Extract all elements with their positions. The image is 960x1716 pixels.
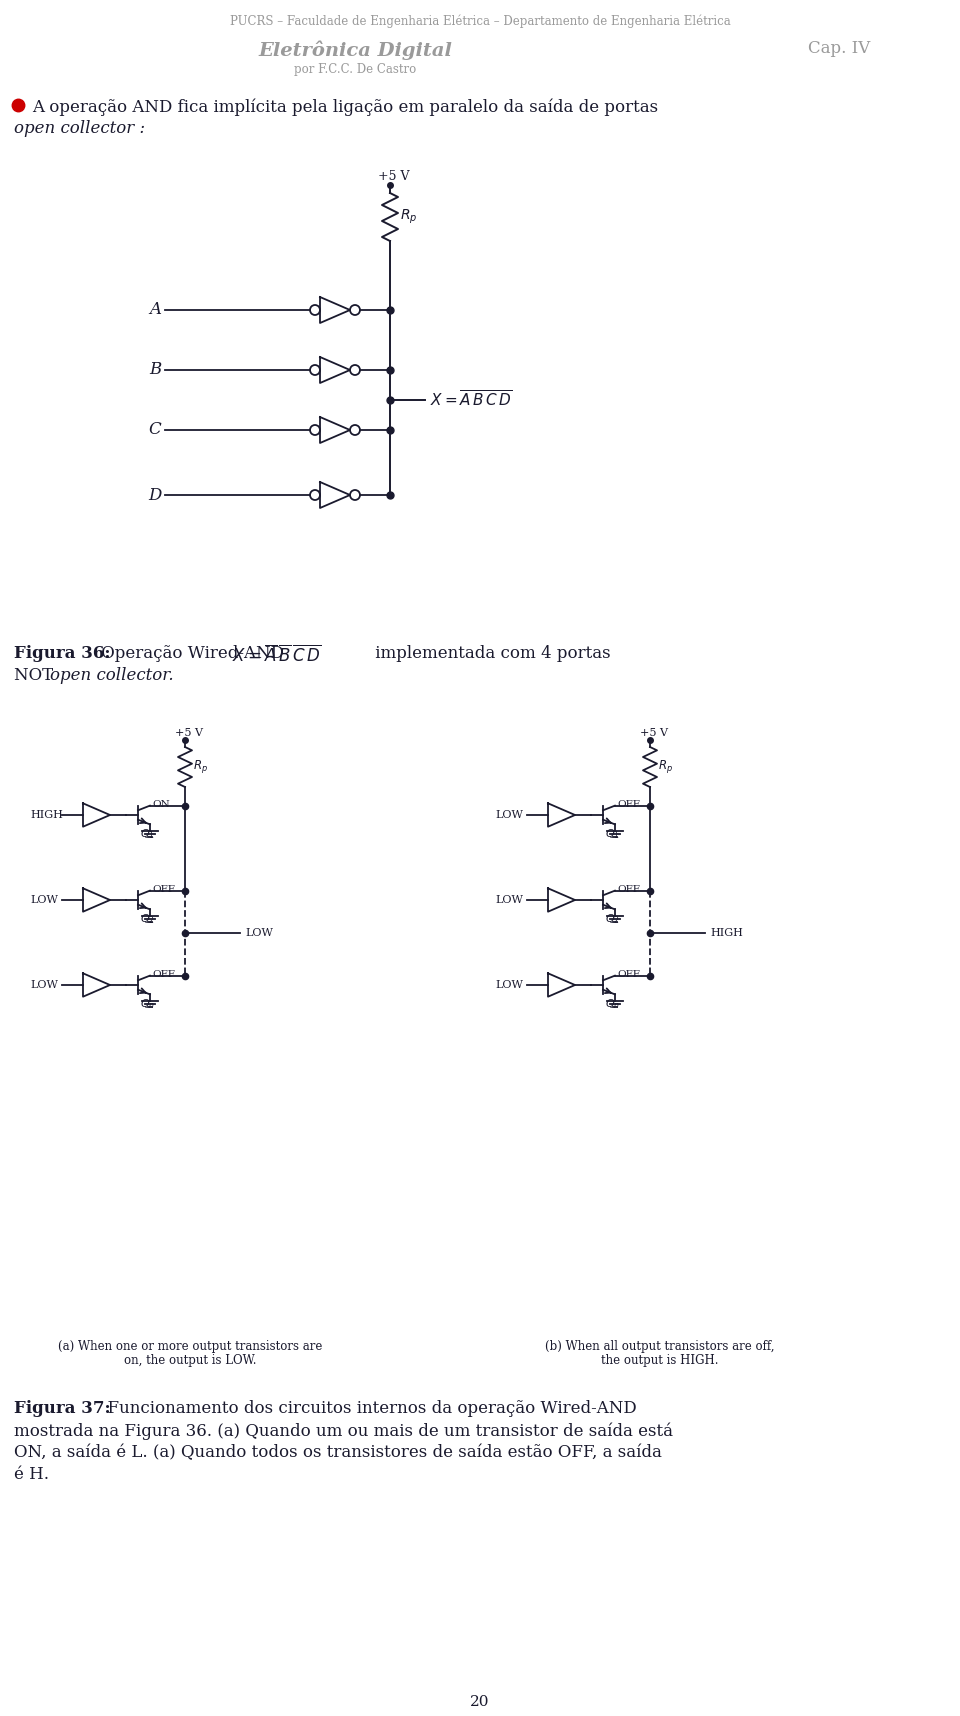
Text: NOT: NOT — [14, 668, 59, 685]
Text: (a) When one or more output transistors are: (a) When one or more output transistors … — [58, 1340, 323, 1352]
Text: implementada com 4 portas: implementada com 4 portas — [370, 645, 611, 662]
Text: HIGH: HIGH — [30, 810, 62, 820]
Text: ON, a saída é L. (a) Quando todos os transistores de saída estão OFF, a saída: ON, a saída é L. (a) Quando todos os tra… — [14, 1443, 661, 1460]
Text: $Q_1$: $Q_1$ — [605, 827, 620, 841]
Text: $Q_n$: $Q_n$ — [605, 997, 620, 1011]
Text: ON: ON — [152, 800, 170, 810]
Text: Figura 37:: Figura 37: — [14, 1400, 110, 1417]
Text: $Q_1$: $Q_1$ — [140, 827, 155, 841]
Text: $R_p$: $R_p$ — [400, 208, 418, 227]
Text: Funcionamento dos circuitos internos da operação Wired-AND: Funcionamento dos circuitos internos da … — [97, 1400, 636, 1417]
Text: por F.C.C. De Castro: por F.C.C. De Castro — [294, 63, 416, 76]
Text: $Q_2$: $Q_2$ — [140, 913, 155, 927]
Text: Figura 36:: Figura 36: — [14, 645, 110, 662]
Text: LOW: LOW — [30, 980, 58, 990]
Text: LOW: LOW — [495, 896, 523, 904]
Text: PUCRS – Faculdade de Engenharia Elétrica – Departamento de Engenharia Elétrica: PUCRS – Faculdade de Engenharia Elétrica… — [229, 15, 731, 29]
Text: mostrada na Figura 36. (a) Quando um ou mais de um transistor de saída está: mostrada na Figura 36. (a) Quando um ou … — [14, 1423, 673, 1440]
Text: $R_p$: $R_p$ — [658, 758, 673, 776]
Text: LOW: LOW — [495, 810, 523, 820]
Text: OFF: OFF — [152, 885, 175, 894]
Text: LOW: LOW — [30, 896, 58, 904]
Text: Operação Wired-AND: Operação Wired-AND — [96, 645, 295, 662]
Text: OFF: OFF — [617, 970, 639, 980]
Text: OFF: OFF — [617, 885, 639, 894]
Text: open collector.: open collector. — [50, 668, 174, 685]
Text: A operação AND fica implícita pela ligação em paralelo da saída de portas: A operação AND fica implícita pela ligaç… — [32, 98, 659, 115]
Text: $X = \overline{A}\,\overline{B}\,\overline{C}\,\overline{D}$: $X = \overline{A}\,\overline{B}\,\overli… — [232, 645, 322, 666]
Text: D: D — [148, 487, 161, 503]
Text: 20: 20 — [470, 1695, 490, 1709]
Text: $Q_n$: $Q_n$ — [140, 997, 156, 1011]
Text: A: A — [149, 302, 161, 319]
Text: HIGH: HIGH — [710, 928, 743, 939]
Text: +5 V: +5 V — [378, 170, 410, 184]
Text: +5 V: +5 V — [175, 728, 203, 738]
Text: Eletrônica Digital: Eletrônica Digital — [258, 39, 452, 60]
Text: open collector :: open collector : — [14, 120, 145, 137]
Text: é H.: é H. — [14, 1465, 49, 1483]
Text: LOW: LOW — [495, 980, 523, 990]
Text: (b) When all output transistors are off,: (b) When all output transistors are off, — [545, 1340, 775, 1352]
Text: the output is HIGH.: the output is HIGH. — [601, 1354, 719, 1368]
Text: Cap. IV: Cap. IV — [807, 39, 870, 57]
Text: $Q_2$: $Q_2$ — [605, 913, 620, 927]
Text: C: C — [149, 422, 161, 439]
Text: +5 V: +5 V — [640, 728, 668, 738]
Text: B: B — [149, 362, 161, 379]
Text: OFF: OFF — [152, 970, 175, 980]
Text: LOW: LOW — [245, 928, 273, 939]
Text: on, the output is LOW.: on, the output is LOW. — [124, 1354, 256, 1368]
Text: $R_p$: $R_p$ — [193, 758, 208, 776]
Text: $X = \overline{A}\,\overline{B}\,\overline{C}\,\overline{D}$: $X = \overline{A}\,\overline{B}\,\overli… — [430, 390, 513, 410]
Text: OFF: OFF — [617, 800, 639, 810]
